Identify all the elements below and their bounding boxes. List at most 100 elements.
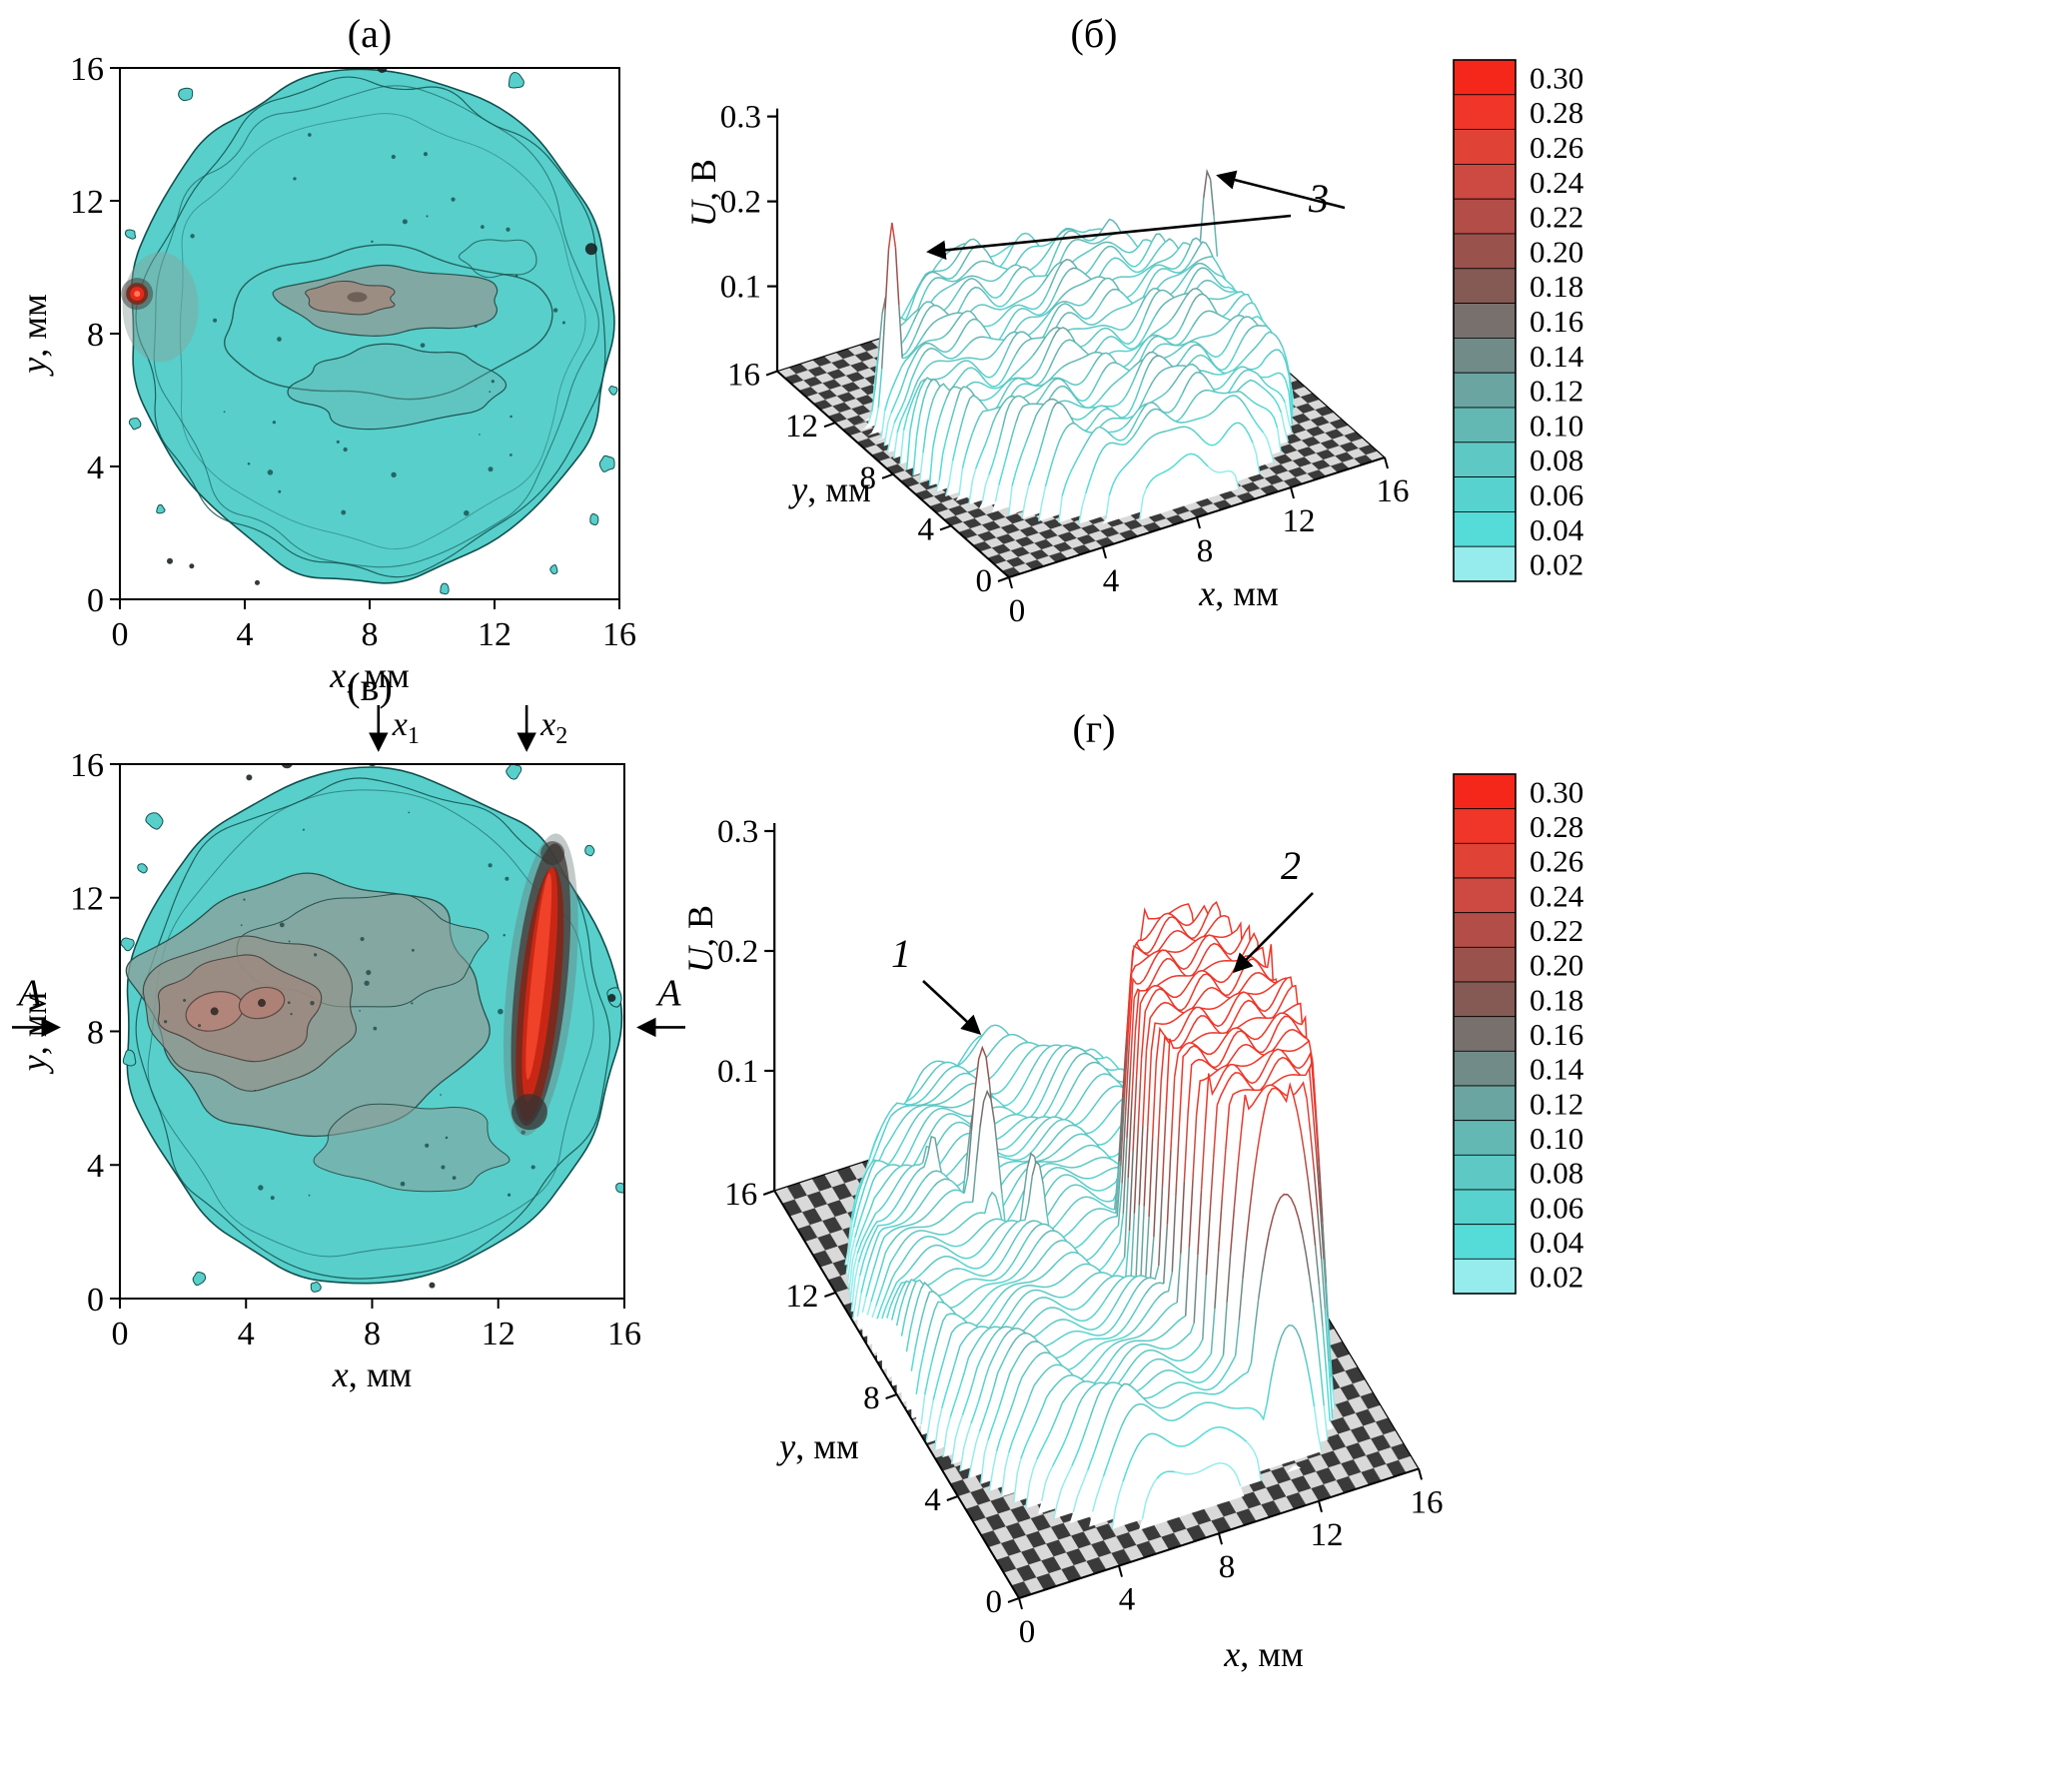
y-tick-label: 16 <box>724 1177 757 1213</box>
panel-g-title: (г) <box>1072 706 1116 751</box>
section-label-left: A <box>15 972 42 1014</box>
svg-text:y, мм: y, мм <box>776 1426 859 1466</box>
y-tick-label: 16 <box>70 51 104 88</box>
panel-b-surface-plot: 0.1 0.2 0.3 U, В 0 4 8 12 16 y, мм 0 4 8 12 16 x, мм 0.3… <box>683 59 1584 629</box>
u-tick-label: 0.1 <box>720 270 761 306</box>
contour-map-a <box>121 69 618 595</box>
colorbar-tick-label: 0.16 <box>1530 1017 1583 1052</box>
colorbar-tick-label: 0.10 <box>1530 1121 1583 1156</box>
x-tick-label: 4 <box>1119 1582 1136 1618</box>
svg-text:x, мм: x, мм <box>1198 573 1279 613</box>
spikes-label: 3 <box>1308 176 1329 221</box>
y-tick-label: 8 <box>863 1380 880 1416</box>
svg-text:U, В: U, В <box>680 905 720 973</box>
y-tick-label: 12 <box>70 881 104 918</box>
surface-mesh <box>783 168 1373 566</box>
colorbar-tick-label: 0.04 <box>1530 512 1584 547</box>
contour-map-v <box>121 765 623 1293</box>
x-tick-label: 12 <box>482 1316 516 1352</box>
colorbar-tick-label: 0.04 <box>1530 1225 1584 1260</box>
colorbar-tick-label: 0.30 <box>1530 60 1583 95</box>
x-tick-label: 4 <box>237 616 254 653</box>
x-tick-label: 16 <box>1377 473 1410 509</box>
x1-label: x1 <box>392 706 420 749</box>
u-tick-label: 0.2 <box>717 934 758 970</box>
x-tick-label: 16 <box>602 616 636 653</box>
axes-2d: 0 4 8 12 16 0 4 8 12 16 x, мм y, мм <box>14 51 636 695</box>
colorbar-tick-label: 0.26 <box>1530 130 1583 165</box>
colorbar-tick-label: 0.18 <box>1530 982 1583 1017</box>
x-tick-label: 4 <box>1103 563 1120 599</box>
colorbar-tick-label: 0.02 <box>1530 547 1583 582</box>
colorbar-tick-label: 0.06 <box>1530 1190 1583 1225</box>
svg-text:y, мм: y, мм <box>14 294 54 377</box>
colorbar: 0.300.280.260.240.220.200.180.160.140.12… <box>1453 59 1584 582</box>
svg-text:y, мм: y, мм <box>788 469 871 509</box>
svg-text:x, мм: x, мм <box>332 1354 413 1394</box>
y-tick-label: 0 <box>986 1584 1003 1620</box>
x-tick-label: 0 <box>1019 1614 1036 1650</box>
y-tick-label: 16 <box>727 358 760 394</box>
y-tick-label: 12 <box>70 184 104 221</box>
colorbar-tick-label: 0.02 <box>1530 1260 1583 1295</box>
section-label-right: A <box>654 972 681 1014</box>
svg-text:x, мм: x, мм <box>329 655 410 695</box>
y-tick-label: 12 <box>785 409 818 445</box>
annotation-spikes: 3 <box>926 170 1346 261</box>
y-tick-label: 8 <box>87 317 104 354</box>
colorbar-tick-label: 0.30 <box>1530 774 1583 809</box>
colorbar-tick-label: 0.14 <box>1530 339 1584 374</box>
hot-spot <box>121 278 154 311</box>
svg-text:x, мм: x, мм <box>1223 1634 1304 1674</box>
y-tick-label: 12 <box>785 1279 818 1315</box>
y-tick-label: 4 <box>87 449 104 486</box>
y-tick-label: 4 <box>918 511 935 547</box>
y-tick-label: 8 <box>87 1014 104 1051</box>
colorbar-tick-label: 0.26 <box>1530 844 1583 879</box>
x-tick-label: 0 <box>112 616 129 653</box>
x-tick-label: 0 <box>112 1316 129 1352</box>
y-tick-label: 16 <box>70 747 104 784</box>
colorbar-tick-label: 0.20 <box>1530 234 1583 269</box>
colorbar-tick-label: 0.28 <box>1530 809 1583 844</box>
annotations-v: x1 x2 A A <box>12 705 685 1038</box>
colorbar-tick-label: 0.16 <box>1530 304 1583 339</box>
x-tick-label: 0 <box>1009 593 1026 629</box>
y-tick-label: 0 <box>87 1282 104 1319</box>
ridge-label: 2 <box>1281 843 1301 888</box>
x-tick-label: 8 <box>364 1316 381 1352</box>
colorbar-tick-label: 0.14 <box>1530 1052 1584 1087</box>
x-tick-label: 12 <box>478 616 512 653</box>
red-stripe <box>503 833 578 1136</box>
colorbar-tick-label: 0.22 <box>1530 913 1583 948</box>
u-tick-label: 0.2 <box>720 185 761 221</box>
surface-mesh <box>774 900 1405 1574</box>
x-tick-label: 8 <box>1197 533 1214 569</box>
colorbar-tick-label: 0.24 <box>1530 165 1584 200</box>
colorbar-tick-label: 0.08 <box>1530 443 1583 477</box>
colorbar-tick-label: 0.12 <box>1530 1086 1583 1121</box>
colorbar-tick-label: 0.22 <box>1530 200 1583 235</box>
colorbar: 0.300.280.260.240.220.200.180.160.140.12… <box>1453 773 1584 1295</box>
x-tick-label: 4 <box>238 1316 255 1352</box>
x2-label: x2 <box>539 706 567 749</box>
svg-text:U, В: U, В <box>683 159 723 227</box>
panel-b-title: (б) <box>1070 11 1118 56</box>
colorbar-tick-label: 0.28 <box>1530 95 1583 130</box>
panel-a-title: (а) <box>347 11 393 56</box>
y-tick-label: 0 <box>87 582 104 619</box>
colorbar-tick-label: 0.24 <box>1530 878 1584 913</box>
colorbar-tick-label: 0.12 <box>1530 374 1583 409</box>
annotations-peaks: 12 <box>891 843 1314 1035</box>
u-tick-label: 0.3 <box>717 814 758 850</box>
colorbar-tick-label: 0.08 <box>1530 1156 1583 1191</box>
colorbar-tick-label: 0.18 <box>1530 269 1583 304</box>
x-tick-label: 8 <box>362 616 379 653</box>
panel-v-title: (в) <box>347 664 393 709</box>
colorbar-tick-label: 0.06 <box>1530 477 1583 512</box>
colorbar-tick-label: 0.10 <box>1530 408 1583 443</box>
